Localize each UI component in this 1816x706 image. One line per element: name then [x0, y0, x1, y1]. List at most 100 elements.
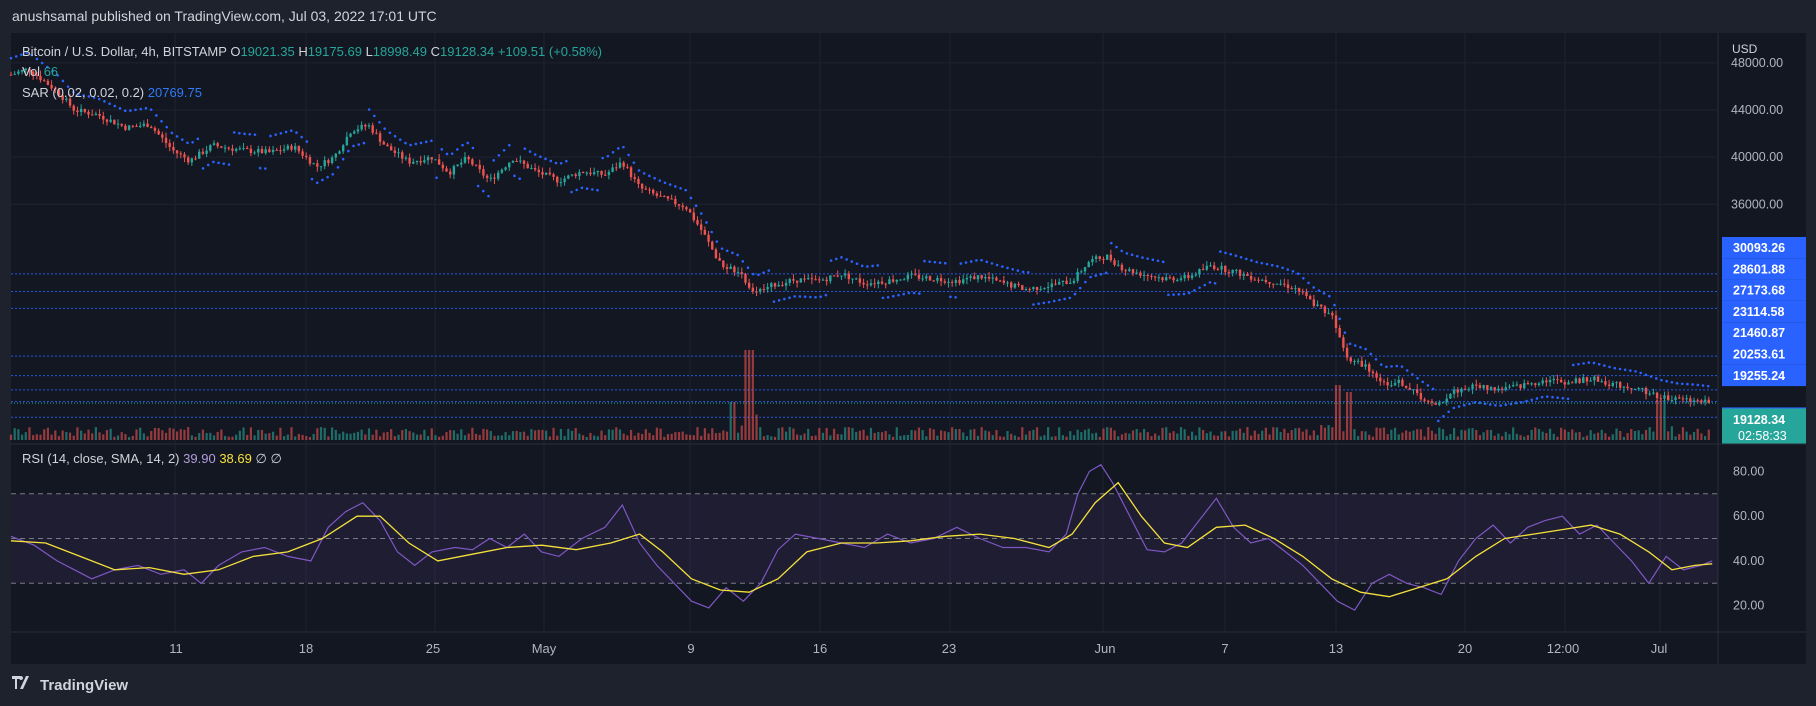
candle-body	[35, 74, 39, 76]
candle-body	[423, 160, 426, 163]
volume-bar	[1567, 431, 1570, 440]
candle-body	[1279, 283, 1282, 285]
volume-bar	[1703, 436, 1707, 440]
candle-body	[164, 137, 168, 144]
candle-body	[1674, 397, 1677, 401]
candle-body	[1574, 378, 1578, 383]
volume-bar	[851, 427, 854, 440]
candle-body	[264, 149, 267, 154]
volume-bar	[1482, 432, 1485, 440]
volume-bar	[641, 434, 644, 440]
candle-body	[792, 279, 795, 281]
volume-bar	[748, 350, 751, 440]
sar-dot	[20, 53, 23, 56]
candle-body	[799, 278, 803, 283]
rsi-legend[interactable]: RSI (14, close, SMA, 14, 2) 39.90 38.69 …	[22, 451, 282, 467]
candle-body	[238, 148, 242, 150]
candle-body	[441, 164, 445, 169]
volume-bar	[1493, 435, 1496, 440]
candle-body	[39, 75, 42, 81]
candle-body	[445, 168, 448, 172]
candle-body	[1441, 402, 1445, 404]
candle-body	[456, 164, 459, 167]
candle-body	[24, 68, 27, 70]
candle-body	[1010, 282, 1013, 288]
level-label-box	[1722, 237, 1806, 259]
candle-body	[1113, 260, 1116, 265]
candle-body	[1176, 280, 1179, 282]
candle-body	[740, 272, 743, 275]
volume-bar	[393, 436, 396, 440]
candle-body	[552, 174, 555, 177]
sar-dot	[1156, 259, 1160, 263]
volume-bar	[209, 432, 212, 440]
sar-dot	[139, 107, 143, 111]
candle-body	[1678, 397, 1681, 399]
volume-bar	[367, 428, 371, 440]
candle-body	[1224, 265, 1227, 273]
volume-bar	[962, 432, 965, 440]
volume-bar	[722, 430, 725, 440]
volume-bar	[109, 428, 112, 440]
sar-dot	[482, 189, 485, 193]
candle-body	[1379, 377, 1382, 382]
candle-body	[1334, 315, 1338, 329]
candle-body	[622, 162, 625, 167]
volume-bar	[939, 430, 943, 440]
candle-body	[751, 287, 755, 292]
tradingview-logo-text: TradingView	[40, 676, 129, 694]
candle-body	[519, 160, 522, 162]
volume-bar	[308, 436, 312, 440]
candle-body	[581, 172, 585, 174]
tradingview-logo[interactable]: TradingView	[12, 676, 128, 694]
candle-body	[548, 172, 552, 175]
volume-bar	[1076, 429, 1079, 440]
price-tick-label: 40000.00	[1731, 150, 1783, 164]
sar-dot	[331, 172, 335, 176]
volume-bar	[585, 436, 588, 440]
candle-body	[1264, 279, 1268, 283]
sar-dot	[1566, 397, 1570, 401]
sar-dot	[1442, 415, 1445, 418]
candle-body	[1371, 371, 1375, 374]
candle-body	[1043, 288, 1046, 290]
sar-dot	[1343, 331, 1347, 334]
volume-legend[interactable]: Vol 66	[22, 64, 58, 79]
candle-body	[1393, 383, 1397, 386]
candle-body	[1153, 276, 1157, 278]
volume-bar	[1279, 432, 1282, 440]
sar-dot	[1011, 267, 1015, 271]
sar-legend[interactable]: SAR (0.02, 0.02, 0.2) 20769.75	[22, 85, 202, 100]
candle-body	[1641, 387, 1644, 389]
candle-body	[522, 160, 526, 164]
candle-body	[345, 136, 349, 146]
candle-body	[1231, 269, 1234, 274]
candle-body	[1249, 276, 1253, 280]
volume-bar	[545, 430, 548, 440]
sar-dot	[1042, 301, 1046, 305]
sar-dot	[1125, 252, 1129, 255]
volume-bar	[954, 429, 957, 440]
sar-dot	[1187, 291, 1191, 295]
volume-bar	[1382, 427, 1386, 440]
volume-bar	[1238, 428, 1242, 440]
volume-bar	[1135, 428, 1138, 440]
sar-dot	[1499, 404, 1502, 407]
candle-body	[493, 177, 496, 179]
candle-body	[1666, 395, 1670, 401]
sar-dot	[305, 140, 309, 143]
level-label: 21460.87	[1733, 326, 1785, 340]
open-label: O	[230, 44, 241, 59]
volume-bar	[618, 429, 622, 440]
volume-bar	[1098, 436, 1101, 440]
volume-bar	[183, 429, 186, 440]
sar-dot	[1172, 293, 1175, 296]
candle-body	[1327, 312, 1330, 314]
candle-body	[1272, 283, 1275, 285]
candle-body	[895, 279, 898, 282]
candle-body	[851, 278, 854, 280]
last-price-box	[1722, 408, 1806, 444]
volume-bar	[570, 430, 574, 440]
pair-title[interactable]: Bitcoin / U.S. Dollar, 4h, BITSTAMP	[22, 44, 227, 59]
